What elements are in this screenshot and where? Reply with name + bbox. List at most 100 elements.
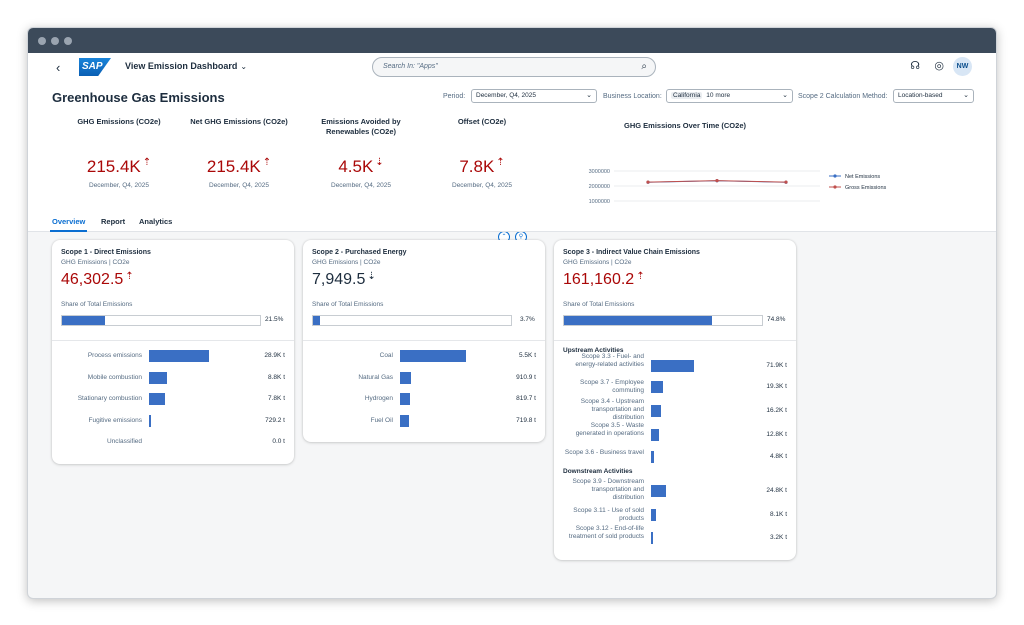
kpi-ghg-emissions[interactable]: GHG Emissions (CO2e) 215.4K ⇡ December, Q… bbox=[64, 117, 174, 189]
location-select[interactable]: California 10 more ⌄ bbox=[666, 89, 793, 103]
row-label: Scope 3.5 - Waste generated in operation… bbox=[575, 422, 644, 437]
app-title-menu[interactable]: View Emission Dashboard ⌄ bbox=[125, 61, 247, 71]
legend-marker bbox=[833, 185, 837, 189]
sap-logo[interactable]: SAP bbox=[79, 58, 111, 76]
row-value: 729.2 t bbox=[265, 417, 285, 424]
row-label: Coal bbox=[379, 352, 393, 359]
row-bar[interactable] bbox=[400, 372, 411, 384]
series-point bbox=[784, 180, 788, 184]
row-bar[interactable] bbox=[651, 532, 653, 544]
kpi-value: 215.4K ⇡ bbox=[86, 157, 152, 176]
shell-bar: ‹ SAP View Emission Dashboard ⌄ Search In… bbox=[28, 53, 996, 83]
row-label: Scope 3.4 - Upstream transportation and … bbox=[580, 398, 644, 421]
search-input[interactable]: Search In: "Apps" ⌕ bbox=[372, 57, 656, 77]
row-value: 71.9K t bbox=[766, 362, 787, 369]
row-bar[interactable] bbox=[149, 415, 151, 427]
trend-up-icon: ⇡ bbox=[125, 271, 134, 282]
tab-analytics[interactable]: Analytics bbox=[139, 217, 173, 226]
chevron-down-icon: ⌄ bbox=[240, 62, 248, 71]
window-minimize-dot[interactable] bbox=[51, 37, 59, 45]
row-value: 819.7 t bbox=[516, 395, 536, 402]
share-fill bbox=[564, 316, 713, 325]
kpi-title: Emissions Avoided by Renewables (CO2e) bbox=[321, 117, 401, 136]
legend-label: Gross Emissions bbox=[845, 185, 887, 191]
row-label: Stationary combustion bbox=[77, 395, 142, 402]
share-bar bbox=[61, 315, 261, 326]
location-token[interactable]: California bbox=[671, 92, 703, 99]
notifications-icon[interactable]: ◎ bbox=[934, 60, 944, 72]
row-label: Natural Gas bbox=[358, 374, 393, 381]
row-value: 910.9 t bbox=[516, 374, 536, 381]
row-bar[interactable] bbox=[651, 381, 663, 393]
row-label: Fuel Oil bbox=[370, 417, 393, 424]
row-label: Scope 3.9 - Downstream transportation an… bbox=[572, 478, 644, 501]
trend-down-icon: ⇣ bbox=[375, 157, 384, 168]
row-value: 24.8K t bbox=[766, 487, 787, 494]
row-bar[interactable] bbox=[149, 350, 209, 362]
row-bar[interactable] bbox=[651, 509, 656, 521]
row-value: 28.9K t bbox=[264, 352, 285, 359]
tab-report[interactable]: Report bbox=[101, 217, 126, 226]
kpi-emissions-avoided[interactable]: Emissions Avoided by Renewables (CO2e) 4… bbox=[306, 117, 416, 189]
location-more[interactable]: 10 more bbox=[706, 92, 731, 99]
trend-up-icon: ⇡ bbox=[262, 157, 272, 168]
logo-text: SAP bbox=[82, 61, 103, 72]
window-close-dot[interactable] bbox=[38, 37, 46, 45]
headset-icon[interactable]: ☊ bbox=[910, 60, 920, 72]
scope2-card[interactable]: Scope 2 - Purchased Energy GHG Emissions… bbox=[303, 240, 545, 442]
card-divider bbox=[554, 340, 796, 341]
share-bar bbox=[563, 315, 763, 326]
kpi-offset[interactable]: Offset (CO2e) 7.8K ⇡ December, Q4, 2025 bbox=[427, 117, 537, 189]
card-subtitle: GHG Emissions | CO2e bbox=[563, 259, 632, 266]
kpi-value: 7.8K ⇡ bbox=[459, 157, 505, 176]
row-bar[interactable] bbox=[400, 350, 466, 362]
card-value: 161,160.2 ⇡ bbox=[563, 271, 645, 288]
series-point bbox=[646, 180, 650, 184]
row-bar[interactable] bbox=[651, 485, 666, 497]
row-bar[interactable] bbox=[651, 360, 694, 372]
card-title: Scope 3 - Indirect Value Chain Emissions bbox=[563, 249, 700, 256]
row-label: Process emissions bbox=[87, 352, 142, 359]
kpi-net-ghg-emissions[interactable]: Net GHG Emissions (CO2e) 215.4K ⇡ Decembe… bbox=[184, 117, 294, 189]
row-bar[interactable] bbox=[651, 405, 661, 417]
row-label: Hydrogen bbox=[364, 395, 393, 402]
tab-overview[interactable]: Overview bbox=[49, 217, 88, 232]
trend-down-icon: ⇣ bbox=[367, 271, 376, 282]
search-icon[interactable]: ⌕ bbox=[641, 61, 647, 72]
chevron-down-icon: ⌄ bbox=[586, 92, 592, 99]
row-bar[interactable] bbox=[400, 393, 410, 405]
scope3-card[interactable]: Scope 3 - Indirect Value Chain Emissions… bbox=[554, 240, 796, 560]
avatar[interactable]: NW bbox=[953, 57, 972, 76]
scope1-card[interactable]: Scope 1 - Direct Emissions GHG Emissions… bbox=[52, 240, 294, 464]
row-bar[interactable] bbox=[651, 451, 654, 463]
y-tick-label: 1000000 bbox=[589, 199, 610, 205]
kpi-value: 215.4K ⇡ bbox=[206, 157, 272, 176]
method-select[interactable]: Location-based ⌄ bbox=[893, 89, 974, 103]
row-value: 4.8K t bbox=[770, 453, 787, 460]
row-value: 12.8K t bbox=[766, 431, 787, 438]
window-maximize-dot[interactable] bbox=[64, 37, 72, 45]
row-value: 8.1K t bbox=[770, 511, 787, 518]
row-bar[interactable] bbox=[400, 415, 409, 427]
row-label: Mobile combustion bbox=[87, 374, 142, 381]
row-bar[interactable] bbox=[149, 372, 168, 384]
row-value: 719.8 t bbox=[516, 417, 536, 424]
row-bar[interactable] bbox=[149, 393, 166, 405]
card-subtitle: GHG Emissions | CO2e bbox=[312, 259, 381, 266]
share-label: Share of Total Emissions bbox=[312, 301, 384, 308]
downstream-group-label: Downstream Activities bbox=[563, 468, 633, 475]
row-label: Fugitive emissions bbox=[88, 417, 142, 424]
card-divider bbox=[303, 340, 545, 341]
app-window: ‹ SAP View Emission Dashboard ⌄ Search In… bbox=[27, 27, 997, 599]
row-value: 8.8K t bbox=[268, 374, 285, 381]
card-value: 46,302.5 ⇡ bbox=[61, 271, 134, 288]
chart-title: GHG Emissions Over Time (CO2e) bbox=[624, 121, 746, 130]
row-bar[interactable] bbox=[651, 429, 659, 441]
period-select[interactable]: December, Q4, 2025 ⌄ bbox=[471, 89, 597, 103]
share-bar bbox=[312, 315, 512, 326]
back-icon[interactable]: ‹ bbox=[56, 60, 61, 75]
trend-up-icon: ⇡ bbox=[496, 157, 505, 168]
kpi-period: December, Q4, 2025 bbox=[452, 182, 512, 189]
kpi-title: Offset (CO2e) bbox=[457, 117, 507, 126]
card-title: Scope 2 - Purchased Energy bbox=[312, 249, 407, 256]
